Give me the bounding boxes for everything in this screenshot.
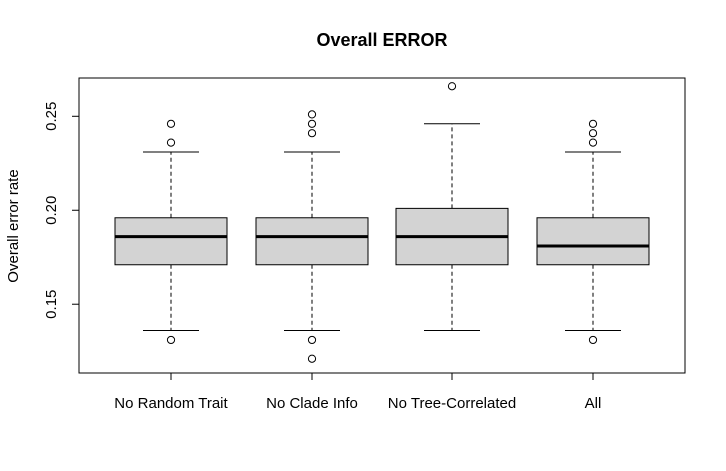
box <box>536 217 650 266</box>
chart-title: Overall ERROR <box>316 30 447 50</box>
outlier-point <box>307 129 317 138</box>
outlier-point <box>307 335 317 345</box>
outlier-point <box>307 110 317 119</box>
outlier-point <box>307 354 317 363</box>
plot-layer: 0.15 0.20 0.25 No Random Trait No Clade Info… <box>43 82 650 412</box>
outlier-point <box>166 335 176 345</box>
outlier-point <box>166 119 176 128</box>
x-tick-label: All <box>585 395 602 412</box>
x-tick-label: No Random Trait <box>114 395 228 412</box>
outlier-point <box>307 119 317 128</box>
outlier-point <box>166 138 176 147</box>
outlier-point <box>588 335 598 345</box>
outlier-point <box>588 119 598 128</box>
box <box>255 217 369 266</box>
y-tick-label: 0.20 <box>43 196 60 225</box>
outlier-point <box>447 82 457 91</box>
outlier-point <box>588 138 598 147</box>
y-tick-label: 0.25 <box>43 102 60 131</box>
y-tick-label: 0.15 <box>43 290 60 319</box>
x-tick-label: No Tree-Correlated <box>388 395 516 412</box>
x-tick-label: No Clade Info <box>266 395 358 412</box>
outlier-point <box>588 129 598 138</box>
y-axis-label: Overall error rate <box>5 169 22 282</box>
plot-frame <box>78 77 686 374</box>
box <box>114 217 228 266</box>
